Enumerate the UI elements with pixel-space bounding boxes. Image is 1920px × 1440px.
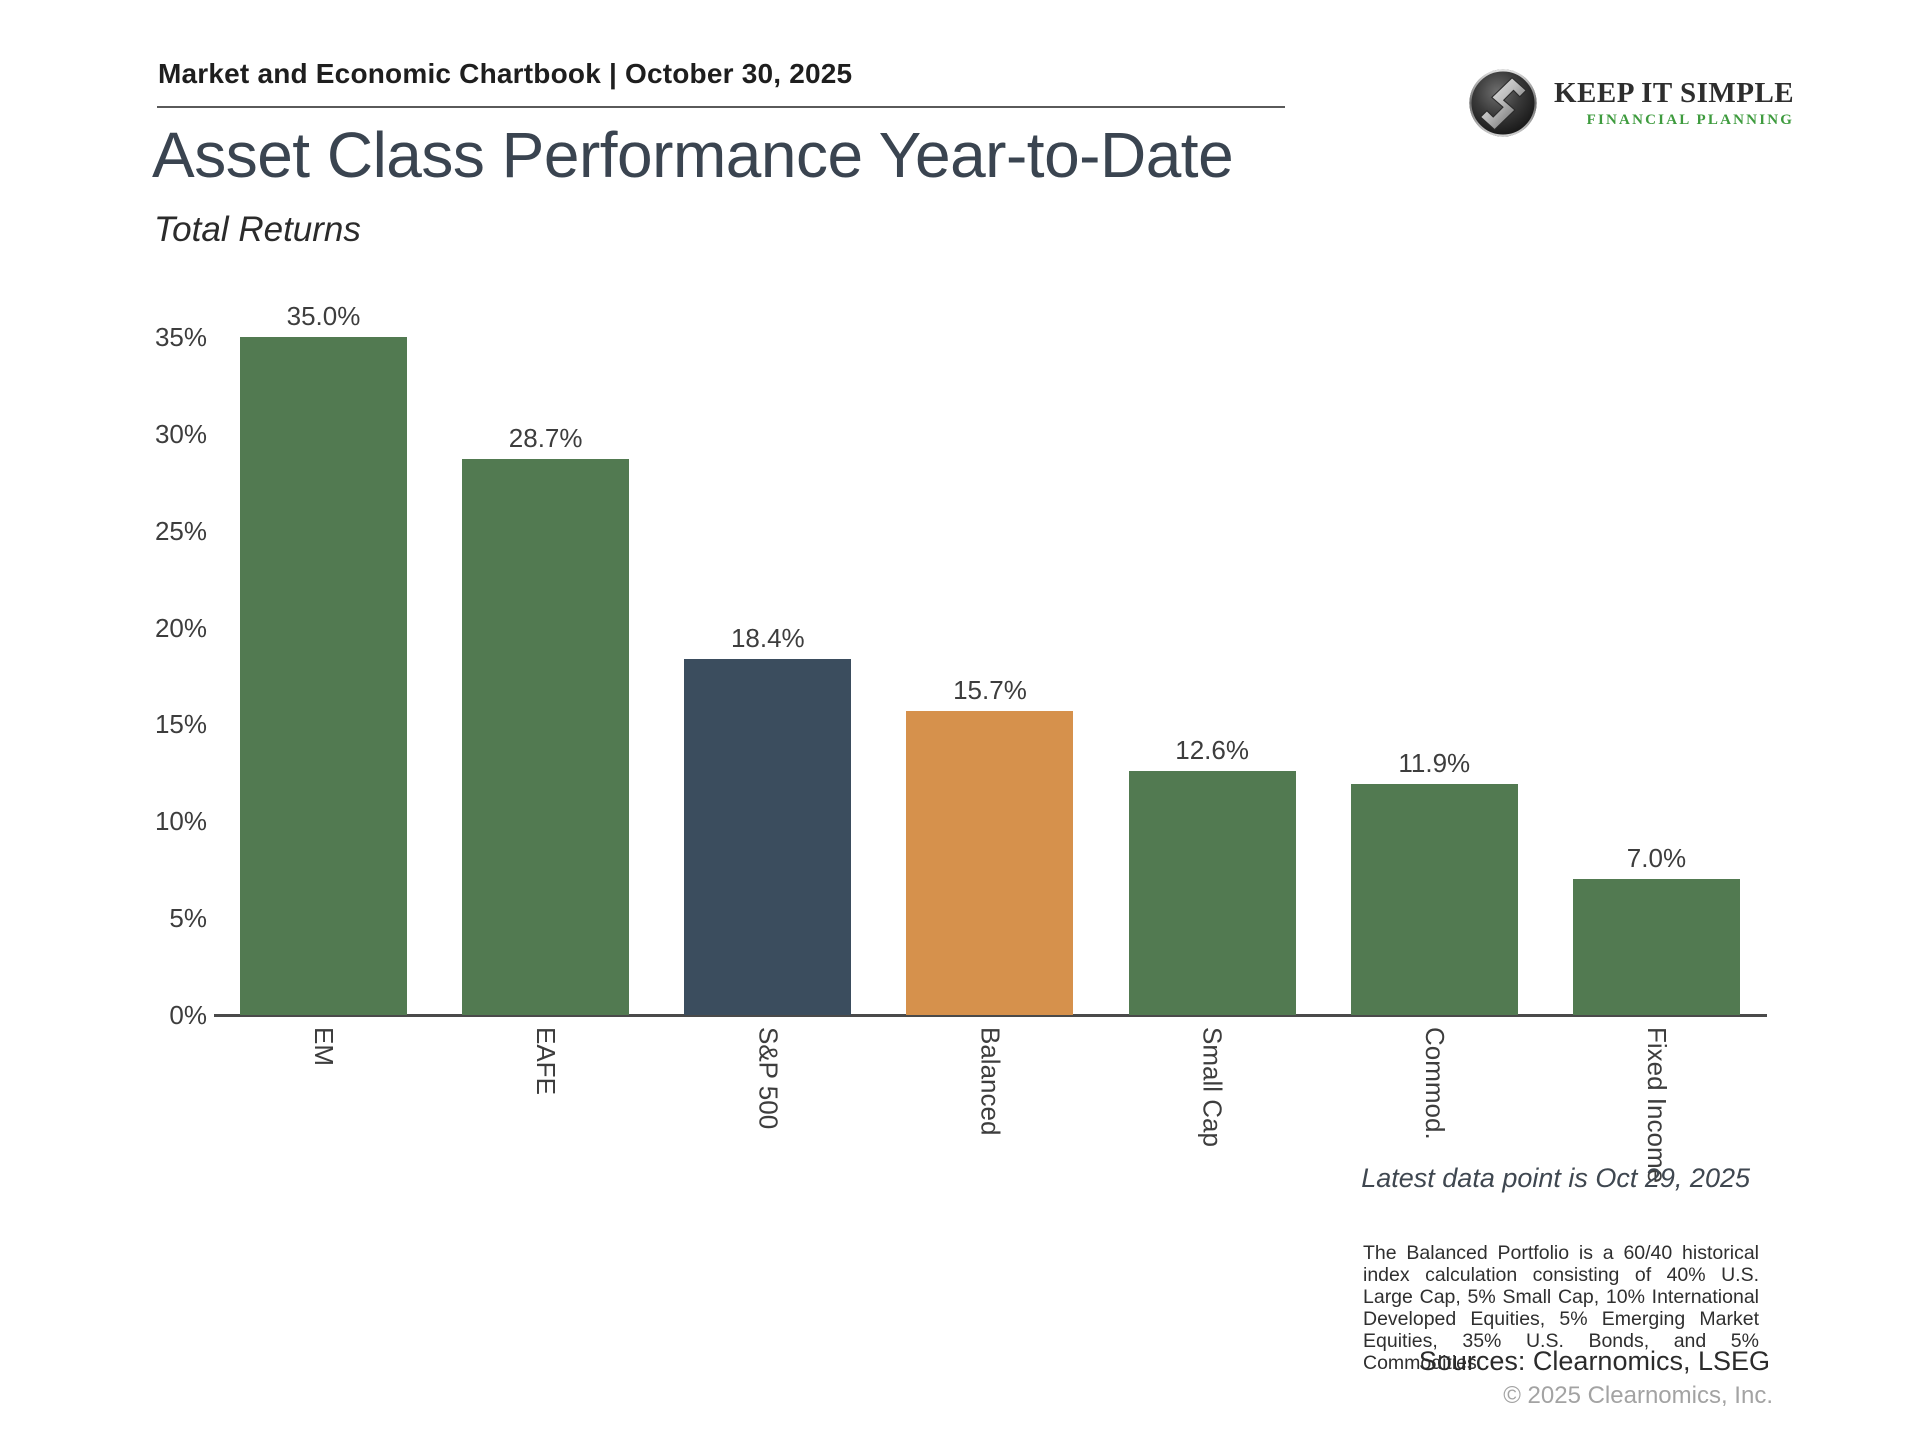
bar xyxy=(462,459,630,1015)
copyright-note: © 2025 Clearnomics, Inc. xyxy=(1503,1382,1773,1409)
y-tick-label: 35% xyxy=(154,322,207,352)
bar-value-label: 18.4% xyxy=(730,623,805,653)
y-tick-label: 20% xyxy=(154,612,207,643)
y-tick-label: 25% xyxy=(154,515,207,546)
bar-category-label: EM xyxy=(309,1027,339,1066)
bar xyxy=(1572,879,1740,1015)
bar-category-label: Small Cap xyxy=(1197,1027,1228,1147)
bar-slot: 28.7% EAFE xyxy=(462,337,630,1095)
sources-note: Sources: Clearnomics, LSEG xyxy=(1418,1346,1770,1376)
bar-chart-plot-area: 35.0% EM 28.7% EAFE 18.4% S&P 500 15.7% Balance… xyxy=(240,301,1740,1183)
bar xyxy=(240,337,407,1015)
logo-text: KEEP IT SIMPLE FINANCIAL PLANNING xyxy=(1554,77,1794,129)
bar-slot: 11.9% Commod. xyxy=(1350,337,1518,1140)
bar-slot: 7.0% Fixed Income xyxy=(1572,337,1740,1183)
bar-value-label: 28.7% xyxy=(508,423,583,453)
y-tick-label: 5% xyxy=(169,903,207,934)
y-tick-label: 15% xyxy=(154,709,207,740)
balanced-portfolio-footnote: The Balanced Portfolio is a 60/40 histor… xyxy=(1363,1242,1759,1374)
bar-category-label: Balanced xyxy=(975,1027,1006,1136)
bar-value-label: 12.6% xyxy=(1175,735,1249,765)
page-title: Asset Class Performance Year-to-Date xyxy=(152,119,1234,191)
bar-value-label: 7.0% xyxy=(1626,843,1687,873)
bar-slot: 15.7% Balanced xyxy=(906,337,1074,1135)
y-tick-label: 30% xyxy=(154,418,207,449)
bar-category-label: Fixed Income xyxy=(1641,1027,1672,1184)
logo-tagline: FINANCIAL PLANNING xyxy=(1586,112,1795,128)
bar xyxy=(1350,784,1518,1015)
bar xyxy=(1128,771,1296,1015)
latest-data-note: Latest data point is Oct 29, 2025 xyxy=(1361,1163,1750,1193)
bar-value-label: 35.0% xyxy=(286,301,361,331)
bar-slot: 18.4% S&P 500 xyxy=(684,337,852,1129)
logo-emblem-icon xyxy=(1469,69,1537,137)
y-tick-label: 10% xyxy=(154,806,207,837)
header-divider xyxy=(157,106,1285,108)
chartbook-header-label: Market and Economic Chartbook | October … xyxy=(158,58,853,89)
bar-slot: 12.6% Small Cap xyxy=(1128,337,1296,1147)
company-logo: KEEP IT SIMPLE FINANCIAL PLANNING xyxy=(1468,68,1794,138)
bar-category-label: S&P 500 xyxy=(753,1027,784,1130)
x-axis-baseline xyxy=(214,1014,1767,1017)
page-subtitle: Total Returns xyxy=(154,210,361,249)
bar-category-label: Commod. xyxy=(1419,1027,1450,1140)
logo-company-name: KEEP IT SIMPLE xyxy=(1554,77,1795,109)
bar xyxy=(684,659,852,1015)
bar xyxy=(906,711,1074,1015)
bar-value-label: 11.9% xyxy=(1398,748,1471,778)
y-axis-labels: 0% 5% 10% 15% 20% 25% 30% 35% xyxy=(0,0,207,1440)
bar-value-label: 15.7% xyxy=(953,675,1027,705)
bar-category-label: EAFE xyxy=(531,1027,562,1095)
y-tick-label: 0% xyxy=(169,1000,207,1030)
bar-slot: 35.0% EM xyxy=(240,301,407,1066)
